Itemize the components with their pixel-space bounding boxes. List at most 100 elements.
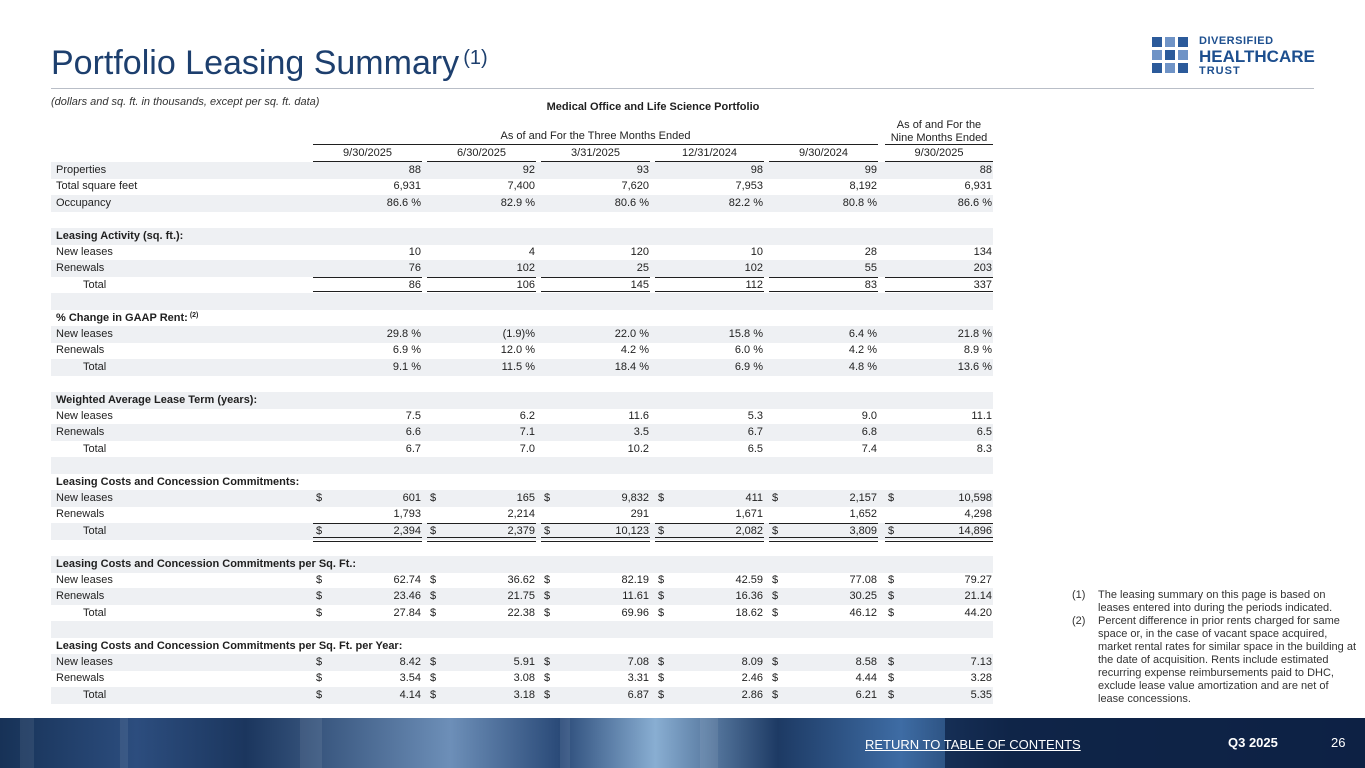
- dollar-sign: $: [544, 689, 551, 701]
- table-cell: $3,809: [769, 523, 878, 542]
- row-label: Weighted Average Lease Term (years):: [56, 394, 257, 406]
- footnote-2-number: (2): [1072, 615, 1086, 627]
- cell-value: 8.3: [976, 443, 992, 455]
- table-cell: $3.18: [427, 689, 536, 704]
- row-label-text: Properties: [56, 164, 107, 176]
- table-cell: 55: [769, 262, 878, 277]
- table-cell: $2.46: [655, 672, 764, 687]
- table-cell: 4.2 %: [541, 344, 650, 359]
- table-row: Total $27.84 $22.38 $69.96 $18.62 $46.12 $44.2…: [51, 605, 993, 622]
- period-header: 9/30/2025: [885, 147, 993, 162]
- quarter-label: Q3 2025: [1228, 735, 1278, 750]
- table-cell: 4: [427, 246, 536, 261]
- cell-value: 46.12: [849, 607, 877, 619]
- row-label: New leases: [56, 656, 113, 668]
- cell-value: 1,671: [735, 508, 763, 520]
- cell-value: 86: [408, 279, 421, 291]
- table-cell: 3.5: [541, 426, 650, 441]
- footer-band: [0, 718, 1365, 768]
- row-label-text: % Change in GAAP Rent:: [56, 312, 188, 324]
- table-cell: $2,157: [769, 492, 878, 507]
- cell-value: 7,400: [507, 180, 535, 192]
- cell-value: 6.4 %: [848, 328, 877, 340]
- table-cell: $18.62: [655, 607, 764, 622]
- cell-value: 7.13: [970, 656, 992, 668]
- cell-value: 7,953: [735, 180, 763, 192]
- table-row: Renewals 6.6 7.1 3.5 6.7 6.8 6.5: [51, 424, 993, 441]
- dollar-sign: $: [544, 672, 551, 684]
- row-label: Leasing Activity (sq. ft.):: [56, 230, 183, 242]
- dollar-sign: $: [430, 689, 437, 701]
- table-cell: $4.44: [769, 672, 878, 687]
- table-cell: 18.4 %: [541, 361, 650, 376]
- cell-value: 62.74: [393, 574, 421, 586]
- cell-value: 21.75: [507, 590, 535, 602]
- cell-value: 337: [973, 279, 992, 291]
- cell-value: 6.9 %: [392, 344, 421, 356]
- cell-value: 92: [522, 164, 535, 176]
- table-row: Renewals $3.54 $3.08 $3.31 $2.46 $4.44 $3.28: [51, 670, 993, 687]
- dollar-sign: $: [658, 656, 665, 668]
- dollar-sign: $: [888, 656, 895, 668]
- group-header-nine-months-line1: As of and For the: [896, 119, 982, 131]
- table-cell: 106: [427, 277, 536, 296]
- cell-value: 6.6: [405, 426, 421, 438]
- cell-value: 30.25: [849, 590, 877, 602]
- row-label: Renewals: [56, 344, 104, 356]
- dollar-sign: $: [430, 492, 437, 504]
- logo-line-3: TRUST: [1199, 65, 1241, 77]
- table-cell: 22.0 %: [541, 328, 650, 343]
- cell-value: 4,298: [964, 508, 992, 520]
- table-cell: $79.27: [885, 574, 993, 589]
- cell-value: 82.19: [621, 574, 649, 586]
- page-number: 26: [1331, 735, 1346, 750]
- dollar-sign: $: [430, 656, 437, 668]
- table-cell: 13.6 %: [885, 361, 993, 376]
- dollar-sign: $: [772, 607, 779, 619]
- dollar-sign: $: [658, 492, 665, 504]
- table-row: New leases 29.8 % (1.9)% 22.0 % 15.8 % 6.4 % 2…: [51, 326, 993, 343]
- title-divider: [51, 88, 1314, 89]
- table-row: New leases $8.42 $5.91 $7.08 $8.09 $8.58 $7.13: [51, 654, 993, 671]
- dollar-sign: $: [888, 607, 895, 619]
- cell-value: 203: [973, 262, 992, 274]
- cell-value: 69.96: [621, 607, 649, 619]
- cell-value: 6,931: [393, 180, 421, 192]
- period-header: 9/30/2025: [313, 147, 422, 162]
- cell-value: 76: [408, 262, 421, 274]
- table-cell: 82.9 %: [427, 197, 536, 212]
- row-label-text: Occupancy: [56, 197, 112, 209]
- footnote-2-text: Percent difference in prior rents charge…: [1098, 615, 1357, 705]
- cell-value: 83: [864, 279, 877, 291]
- cell-value: 112: [745, 279, 763, 291]
- table-row: Weighted Average Lease Term (years):: [51, 392, 993, 409]
- return-to-contents-link[interactable]: RETURN TO TABLE OF CONTENTS: [865, 737, 1081, 752]
- table-cell: $21.14: [885, 590, 993, 605]
- dollar-sign: $: [316, 574, 323, 586]
- cell-value: 8,192: [849, 180, 877, 192]
- table-row: Renewals $23.46 $21.75 $11.61 $16.36 $30.25 $2…: [51, 588, 993, 605]
- dollar-sign: $: [658, 574, 665, 586]
- row-label: Renewals: [56, 672, 104, 684]
- row-label-text: Total: [83, 689, 107, 701]
- row-footnote-marker: (2): [189, 312, 199, 319]
- dollar-sign: $: [316, 590, 323, 602]
- row-label-text: Total: [83, 443, 107, 455]
- table-cell: $6.21: [769, 689, 878, 704]
- table-cell: 12.0 %: [427, 344, 536, 359]
- row-label: New leases: [56, 492, 113, 504]
- row-label: Leasing Costs and Concession Commitments…: [56, 640, 402, 652]
- cell-value: 2.86: [741, 689, 763, 701]
- table-cell: $165: [427, 492, 536, 507]
- table-cell: 93: [541, 164, 650, 179]
- table-cell: $42.59: [655, 574, 764, 589]
- cell-value: 29.8 %: [386, 328, 421, 340]
- cell-value: 7.08: [627, 656, 649, 668]
- table-cell: $77.08: [769, 574, 878, 589]
- table-cell: $3.28: [885, 672, 993, 687]
- table-cell: $23.46: [313, 590, 422, 605]
- cell-value: 2,214: [507, 508, 535, 520]
- table-cell: 88: [313, 164, 422, 179]
- cell-value: 165: [516, 492, 535, 504]
- row-label-text: Total: [83, 607, 107, 619]
